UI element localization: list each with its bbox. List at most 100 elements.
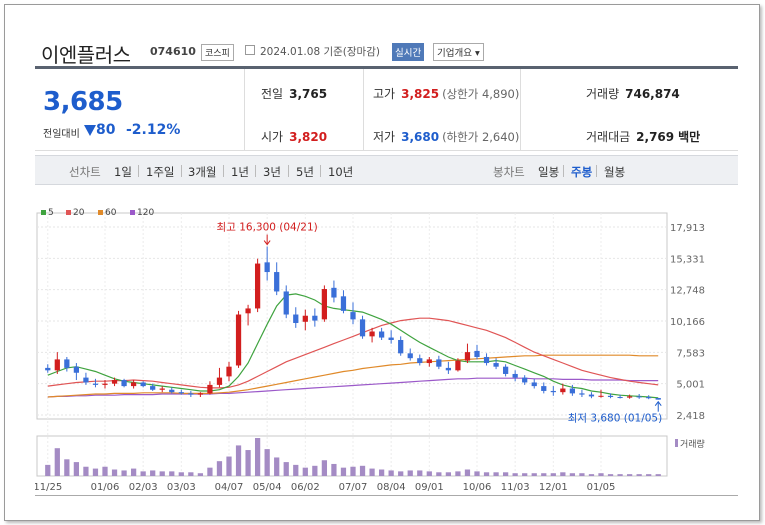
volume-bar — [92, 468, 99, 476]
tab-monthly[interactable]: 월봉 — [604, 165, 626, 179]
x-tick-label: 12/01 — [539, 482, 568, 493]
candle-body — [607, 395, 614, 398]
candle-body — [274, 272, 280, 292]
stock-code: 074610 — [150, 45, 196, 58]
volume-bar — [283, 462, 289, 476]
volume-bar — [483, 472, 490, 476]
amount-unit: 백만 — [678, 130, 701, 144]
tab-5y[interactable]: 5년 — [296, 165, 314, 179]
tab-10y[interactable]: 10년 — [328, 165, 354, 179]
ma120-line — [47, 377, 659, 398]
x-tick-label: 05/04 — [253, 482, 282, 493]
company-overview-button[interactable]: 기업개요 ▾ — [433, 43, 484, 61]
legend-label-20: 20 — [73, 208, 85, 218]
candle-body — [45, 367, 51, 371]
y-tick-label: 10,166 — [670, 317, 705, 328]
legend-swatch-5 — [41, 210, 46, 215]
volume-bar — [216, 461, 223, 476]
x-tick-label: 09/01 — [415, 482, 444, 493]
low-annotation: 최저 3,680 (01/05) — [568, 413, 663, 425]
realtime-button[interactable]: 실시간 — [392, 43, 425, 61]
x-tick-label: 11/25 — [35, 482, 62, 493]
tab-3y[interactable]: 3년 — [263, 165, 281, 179]
volume-bar — [626, 474, 633, 476]
legend-label-60: 60 — [105, 208, 117, 218]
candle-body — [207, 384, 213, 394]
tab-3m[interactable]: 3개월 — [188, 165, 217, 179]
prev-compare-label: 전일대비 — [43, 129, 80, 140]
legend-swatch-120 — [130, 210, 135, 215]
x-tick-label: 03/03 — [167, 482, 196, 493]
candle-body — [626, 396, 633, 398]
calendar-icon — [245, 45, 255, 55]
volume-bar — [455, 471, 461, 476]
volume-bar — [293, 464, 299, 476]
tab-1w[interactable]: 1주일 — [146, 165, 175, 179]
volume-bar — [588, 474, 595, 476]
candle-body — [83, 377, 89, 383]
amount-value: 2,769 — [636, 130, 675, 144]
volume-bar — [445, 472, 452, 476]
candle-body — [464, 352, 471, 361]
x-tick-label: 06/02 — [291, 482, 320, 493]
volume-bar — [188, 472, 194, 476]
volume-cell: 거래량 746,874 — [586, 87, 680, 101]
volume-bar — [83, 466, 89, 476]
base-date: 2024.01.08 기준(장마감) — [260, 46, 380, 58]
volume-bar — [560, 472, 566, 476]
volume-bar — [569, 473, 576, 476]
candle-body — [378, 331, 385, 338]
high-annotation: 최고 16,300 (04/21) — [217, 222, 318, 234]
ma60-line — [47, 354, 659, 398]
volume-bar — [274, 457, 280, 476]
candle-body — [293, 314, 299, 324]
volume-bar — [579, 473, 585, 476]
volume-bar — [64, 459, 70, 476]
volume-bar — [388, 470, 394, 476]
candle-body — [159, 388, 165, 390]
volume-bar — [359, 465, 366, 476]
volume-value: 746,874 — [625, 87, 680, 101]
high-cell: 고가 3,825 (상한가 4,890) — [373, 87, 520, 101]
candle-body — [502, 366, 509, 374]
volume-bar — [140, 471, 146, 476]
volume-bar — [340, 467, 347, 476]
volume-bar — [522, 473, 528, 476]
candle-body — [188, 393, 194, 395]
tab-1y[interactable]: 1년 — [231, 165, 249, 179]
volume-bar — [150, 470, 156, 476]
candle-body — [579, 393, 585, 395]
x-tick-label: 04/07 — [215, 482, 244, 493]
candle-body — [588, 394, 595, 397]
candle-body — [235, 314, 242, 366]
y-tick-label: 17,913 — [670, 223, 705, 234]
volume-bar — [245, 450, 251, 476]
candle-chart-label: 봉차트 — [493, 165, 525, 179]
volume-bar — [512, 473, 518, 476]
low-value: 3,680 — [401, 130, 440, 144]
candle-body — [531, 382, 537, 387]
tab-daily[interactable]: 일봉 — [538, 165, 560, 179]
volume-bar — [493, 472, 499, 476]
y-tick-label: 12,748 — [670, 286, 705, 297]
candle-body — [569, 388, 576, 394]
prev-close-cell: 전일 3,765 — [261, 87, 328, 101]
volume-bar — [617, 474, 623, 476]
volume-bar — [607, 474, 614, 476]
amount-cell: 거래대금 2,769 백만 — [586, 130, 701, 144]
tab-weekly[interactable]: 주봉 — [571, 165, 593, 179]
window-frame: 이엔플러스 074610 코스피 2024.01.08 기준(장마감) 실시간 … — [4, 4, 760, 521]
y-tick-label: 2,418 — [676, 411, 705, 422]
volume-bar — [169, 471, 175, 476]
volume-bar — [226, 456, 232, 476]
candle-body — [522, 377, 528, 383]
candle-body — [150, 386, 156, 390]
candle-body — [102, 383, 108, 385]
candle-body — [417, 358, 423, 364]
volume-bar — [302, 467, 308, 476]
tab-1d[interactable]: 1일 — [114, 165, 132, 179]
candle-body — [560, 388, 566, 393]
upper-limit: (상한가 4,890) — [442, 87, 520, 101]
legend-label-5: 5 — [48, 208, 54, 218]
candle-body — [426, 359, 432, 364]
